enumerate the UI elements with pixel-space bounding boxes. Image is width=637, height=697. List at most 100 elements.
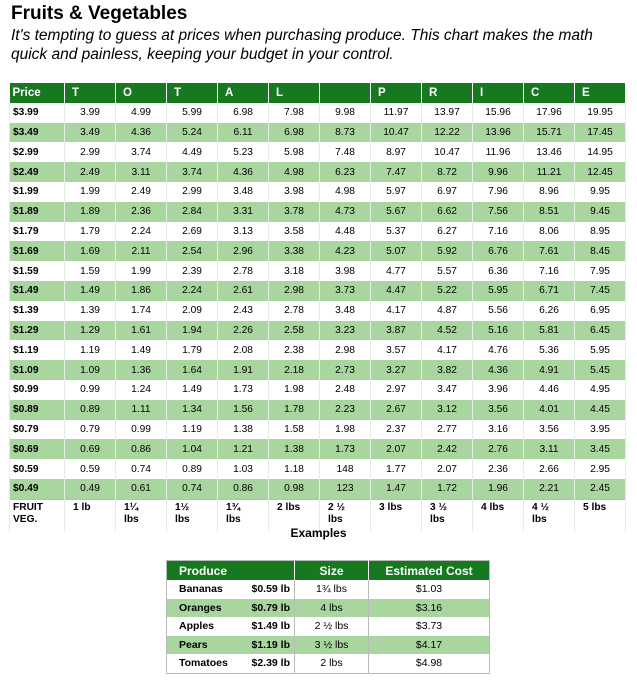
weight-text: lbs <box>532 513 547 525</box>
example-row: Tomatoes $2.39 lb 2 lbs $4.98 <box>167 654 490 673</box>
unit-price-cell: $1.19 <box>9 340 65 361</box>
total-price-cell: 1.61 <box>115 320 167 341</box>
total-price-cell: 5.92 <box>421 241 473 262</box>
total-price-cell: 3.82 <box>421 360 473 380</box>
total-price-cell: 1.96 <box>472 478 524 500</box>
total-price-cell: 1.39 <box>64 300 116 321</box>
total-price-cell: 6.27 <box>421 221 473 242</box>
estimated-cost: $1.03 <box>415 583 443 596</box>
total-price-header-letter: O <box>115 83 167 103</box>
total-price-cell: 2.73 <box>319 360 371 380</box>
total-price-cell: 7.96 <box>472 181 524 202</box>
total-price-cell: 2.48 <box>319 379 371 400</box>
total-price-cell: 3.99 <box>64 102 116 123</box>
total-price-header-letter: A <box>217 83 269 103</box>
total-price-header-letter: I <box>472 83 524 103</box>
total-price-cell: 10.47 <box>421 142 473 163</box>
unit-price-cell: $1.69 <box>9 241 65 262</box>
total-price-cell: 14.95 <box>574 142 626 163</box>
total-price-cell: 6.23 <box>319 162 371 182</box>
weight-text: 1½ <box>175 501 190 513</box>
unit-price-cell: $0.89 <box>9 399 65 420</box>
weight-text: 1¾ <box>226 501 241 513</box>
unit-price: $1.19 lb <box>236 635 295 654</box>
total-price-cell: 2.49 <box>64 162 116 182</box>
total-price-cell: 5.98 <box>268 142 320 163</box>
examples-table: Produce Size Estimated Cost Bananas $0.59… <box>166 560 491 674</box>
total-price-cell: 9.95 <box>574 181 626 202</box>
total-price-cell: 7.56 <box>472 201 524 222</box>
produce-name: Apples <box>179 620 215 633</box>
total-price-cell: 2.99 <box>64 142 116 163</box>
total-price-cell: 2.39 <box>166 261 218 281</box>
unit-price: $0.59 lb <box>251 583 291 596</box>
total-price-cell: 6.98 <box>217 102 269 123</box>
total-price-cell: 7.61 <box>523 241 575 262</box>
total-price-cell: 2.95 <box>574 459 626 479</box>
total-price-cell: 2.38 <box>268 340 320 361</box>
example-row: Apples $1.49 lb 2 ½ lbs $3.73 <box>167 617 490 636</box>
examples-header: Produce Size Estimated Cost <box>166 560 490 580</box>
total-price-cell: 4.46 <box>523 379 575 400</box>
unit-price-cell: $2.99 <box>9 142 65 163</box>
unit-price-cell: $0.49 <box>9 478 65 500</box>
unit-price-cell: $1.49 <box>9 280 65 301</box>
total-price-cell: 3.74 <box>166 162 218 182</box>
total-price-cell: 4.36 <box>472 360 524 380</box>
total-price-cell: 0.59 <box>64 459 116 479</box>
total-price-cell: 5.99 <box>166 102 218 123</box>
weight-text: 1 lb <box>73 501 91 513</box>
total-price-cell: 9.96 <box>472 162 524 182</box>
total-price-cell: 6.71 <box>523 280 575 301</box>
total-price-cell: 7.47 <box>370 162 422 182</box>
total-price-cell: 19.95 <box>574 102 626 123</box>
total-price-cell: 2.43 <box>217 300 269 321</box>
total-price-cell: 3.45 <box>574 439 626 460</box>
total-price-cell: 6.97 <box>421 181 473 202</box>
total-price-cell: 17.45 <box>574 122 626 143</box>
total-price-cell: 3.18 <box>268 261 320 281</box>
total-price-cell: 1.79 <box>166 340 218 361</box>
total-price-cell: 3.38 <box>268 241 320 262</box>
total-price-cell: 4.47 <box>370 280 422 301</box>
total-price-cell: 2.99 <box>166 181 218 202</box>
price-table-header: Price T O T A L P R I C E <box>9 83 626 103</box>
total-price-cell: 3.49 <box>64 122 116 143</box>
weight-cell: 3 ½ lbs <box>421 498 473 532</box>
weight-cell: 1½ lbs <box>166 498 218 532</box>
total-price-header-letter: C <box>523 83 575 103</box>
total-price-cell: 5.37 <box>370 221 422 242</box>
total-price-cell: 9.98 <box>319 102 371 123</box>
price-column-header: Price <box>9 83 65 103</box>
total-price-cell: 6.98 <box>268 122 320 143</box>
total-price-cell: 4.17 <box>421 340 473 361</box>
total-price-cell: 1.79 <box>64 221 116 242</box>
total-price-cell: 1.99 <box>64 181 116 202</box>
total-price-cell: 2.78 <box>268 300 320 321</box>
total-price-cell: 1.11 <box>115 399 167 420</box>
unit-price-cell: $0.79 <box>9 419 65 440</box>
weight-text: 1¼ <box>124 501 139 513</box>
unit-price-cell: $1.29 <box>9 320 65 341</box>
total-price-cell: 1.21 <box>217 439 269 460</box>
total-price-cell: 0.86 <box>115 439 167 460</box>
total-price-cell: 1.49 <box>64 280 116 301</box>
total-price-cell: 1.59 <box>64 261 116 281</box>
weight-text: 5 lbs <box>583 501 607 513</box>
total-price-cell: 4.36 <box>217 162 269 182</box>
total-price-cell: 7.45 <box>574 280 626 301</box>
total-price-cell: 2.07 <box>421 459 473 479</box>
total-price-cell: 3.98 <box>268 181 320 202</box>
total-price-cell: 0.89 <box>64 399 116 420</box>
total-price-cell: 1.03 <box>217 459 269 479</box>
total-price-cell: 1.98 <box>268 379 320 400</box>
total-price-cell: 17.96 <box>523 102 575 123</box>
total-price-cell: 2.67 <box>370 399 422 420</box>
total-price-cell: 3.56 <box>472 399 524 420</box>
total-price-cell: 3.56 <box>523 419 575 440</box>
total-price-cell: 13.46 <box>523 142 575 163</box>
total-price-cell: 3.57 <box>370 340 422 361</box>
total-price-cell: 3.11 <box>523 439 575 460</box>
total-price-cell: 3.95 <box>574 419 626 440</box>
page-title: Fruits & Vegetables <box>11 3 188 24</box>
